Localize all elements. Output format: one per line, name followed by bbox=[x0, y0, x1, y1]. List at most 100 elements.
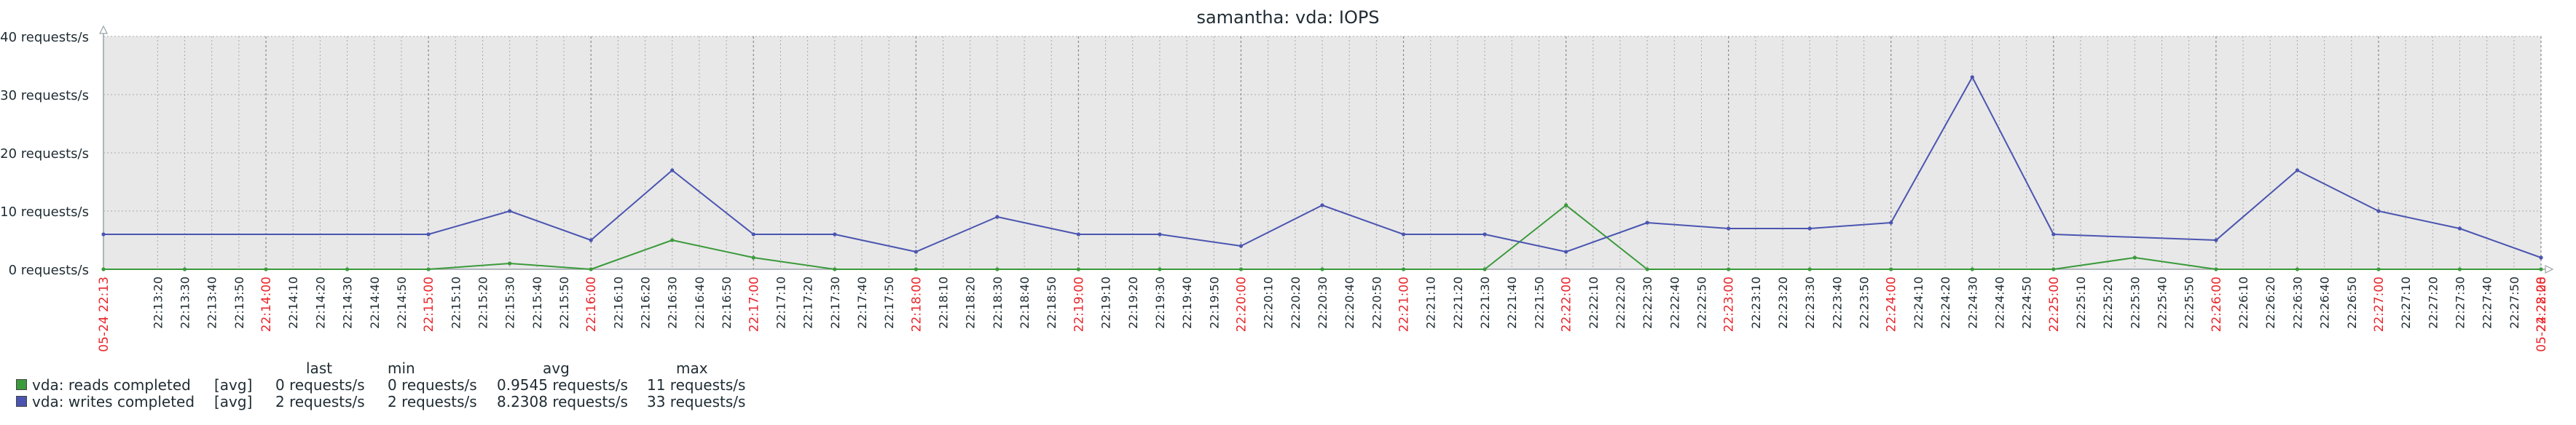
y-tick-label: 20 requests/s bbox=[0, 146, 89, 162]
x-tick-label-minor: 22:24:30 bbox=[1966, 277, 1979, 329]
legend-header-max: max bbox=[676, 360, 708, 377]
data-point-reads bbox=[833, 267, 837, 271]
data-point-writes bbox=[1889, 221, 1893, 225]
y-axis-tick-labels: 0 requests/s 10 requests/s 20 requests/s 30… bbox=[0, 30, 89, 278]
x-tick-label-minor: 22:16:10 bbox=[611, 277, 625, 329]
data-point-writes bbox=[2051, 232, 2056, 237]
x-tick-label-minor: 22:18:20 bbox=[964, 277, 978, 329]
x-tick-label-minor: 22:18:10 bbox=[937, 277, 951, 329]
x-tick-label-minor: 22:26:40 bbox=[2318, 277, 2332, 329]
x-tick-label-major: 22:18:00 bbox=[909, 277, 924, 332]
x-tick-label-minor: 22:26:10 bbox=[2237, 277, 2250, 329]
x-tick-label-minor: 22:16:40 bbox=[693, 277, 707, 329]
x-tick-label-minor: 22:25:50 bbox=[2183, 277, 2196, 329]
legend-avg-writes: 8.2308 requests/s bbox=[497, 393, 628, 410]
x-tick-label-major: 22:19:00 bbox=[1072, 277, 1086, 332]
data-point-reads bbox=[2376, 267, 2381, 271]
x-tick-label-minor: 22:23:30 bbox=[1803, 277, 1817, 329]
data-point-reads bbox=[2457, 267, 2462, 271]
x-tick-label-minor: 22:15:10 bbox=[449, 277, 463, 329]
data-point-reads bbox=[1645, 267, 1649, 271]
x-tick-label-minor: 22:20:30 bbox=[1316, 277, 1330, 329]
data-point-writes bbox=[2539, 255, 2543, 260]
x-tick-label-minor: 22:27:50 bbox=[2508, 277, 2521, 329]
x-tick-label-minor: 22:24:20 bbox=[1939, 277, 1952, 329]
x-tick-label-minor: 22:27:40 bbox=[2481, 277, 2494, 329]
y-tick-label: 40 requests/s bbox=[0, 30, 89, 45]
y-tick-label: 10 requests/s bbox=[0, 204, 89, 220]
x-tick-label-minor: 22:20:20 bbox=[1289, 277, 1303, 329]
x-tick-label-minor: 22:25:20 bbox=[2101, 277, 2115, 329]
data-point-writes bbox=[1807, 226, 1812, 231]
x-tick-label-minor: 22:26:30 bbox=[2290, 277, 2304, 329]
x-tick-label-minor: 22:13:40 bbox=[205, 277, 219, 329]
x-tick-label-minor: 22:21:10 bbox=[1424, 277, 1438, 329]
x-tick-label-minor: 22:23:40 bbox=[1830, 277, 1844, 329]
data-point-reads bbox=[1889, 267, 1893, 271]
x-axis-arrow bbox=[2545, 265, 2554, 274]
x-tick-label-minor: 22:23:50 bbox=[1858, 277, 1872, 329]
x-tick-label-minor: 22:25:10 bbox=[2074, 277, 2088, 329]
x-tick-label-minor: 22:24:50 bbox=[2020, 277, 2034, 329]
x-tick-label-minor: 22:17:20 bbox=[801, 277, 815, 329]
data-point-writes bbox=[751, 232, 755, 237]
x-tick-label-minor: 22:16:30 bbox=[666, 277, 680, 329]
data-point-writes bbox=[1970, 75, 1974, 79]
data-point-reads bbox=[589, 267, 593, 271]
data-point-reads bbox=[264, 267, 268, 271]
x-tick-label-minor: 22:14:50 bbox=[395, 277, 409, 329]
data-point-writes bbox=[2295, 168, 2299, 172]
data-point-reads bbox=[2214, 267, 2218, 271]
x-tick-label-minor: 22:22:20 bbox=[1614, 277, 1627, 329]
x-tick-label-minor: 22:19:10 bbox=[1099, 277, 1113, 329]
data-point-writes bbox=[589, 238, 593, 242]
x-tick-label-minor: 22:15:40 bbox=[530, 277, 544, 329]
data-point-writes bbox=[2457, 226, 2462, 231]
data-point-reads bbox=[345, 267, 350, 271]
data-point-writes bbox=[1645, 221, 1649, 225]
x-tick-label-minor: 22:13:50 bbox=[232, 277, 246, 329]
x-tick-label-minor: 22:22:50 bbox=[1695, 277, 1708, 329]
x-tick-label-minor: 22:20:50 bbox=[1370, 277, 1383, 329]
x-tick-label-major: 22:15:00 bbox=[422, 277, 436, 332]
y-tick-label: 30 requests/s bbox=[0, 88, 89, 103]
x-tick-label-major: 22:25:00 bbox=[2047, 277, 2062, 332]
x-axis-tick-labels: 22:13:20 22:13:30 22:13:40 22:13:50 22:14:10… bbox=[97, 277, 2549, 352]
data-point-reads bbox=[426, 267, 431, 271]
data-point-writes bbox=[1483, 232, 1487, 237]
data-point-reads bbox=[101, 267, 106, 271]
x-tick-label-end: 05-24 22:28 bbox=[2534, 277, 2549, 352]
legend-min-writes: 2 requests/s bbox=[388, 393, 477, 410]
data-point-reads bbox=[751, 255, 755, 260]
legend-swatch-writes bbox=[16, 396, 27, 407]
x-tick-label-major: 22:16:00 bbox=[584, 277, 599, 332]
data-point-writes bbox=[995, 215, 1000, 219]
data-point-reads bbox=[1727, 267, 1731, 271]
x-tick-label-minor: 22:18:50 bbox=[1045, 277, 1059, 329]
x-tick-label-major: 22:27:00 bbox=[2372, 277, 2387, 332]
x-tick-label-major: 22:28:00 bbox=[2534, 277, 2549, 332]
data-point-reads bbox=[1564, 203, 1568, 207]
x-tick-label-minor: 22:13:20 bbox=[151, 277, 165, 329]
x-tick-label-minor: 22:25:30 bbox=[2128, 277, 2142, 329]
data-point-writes bbox=[508, 209, 512, 213]
data-point-reads bbox=[995, 267, 1000, 271]
x-tick-label-minor: 22:14:10 bbox=[286, 277, 300, 329]
data-point-writes bbox=[670, 168, 675, 172]
legend-last-writes: 2 requests/s bbox=[275, 393, 365, 410]
x-tick-label-minor: 22:19:20 bbox=[1126, 277, 1140, 329]
data-point-reads bbox=[1970, 267, 1974, 271]
data-point-writes bbox=[1320, 203, 1324, 207]
data-point-writes bbox=[1158, 232, 1162, 237]
x-tick-label-minor: 22:25:40 bbox=[2156, 277, 2169, 329]
data-point-reads bbox=[1238, 267, 1244, 271]
x-tick-label-major: 22:22:00 bbox=[1560, 277, 1574, 332]
x-tick-label-minor: 22:15:50 bbox=[557, 277, 571, 329]
data-point-writes bbox=[2214, 238, 2218, 242]
data-point-reads bbox=[2132, 255, 2137, 260]
x-tick-label-minor: 22:19:50 bbox=[1207, 277, 1221, 329]
grid-lines bbox=[103, 36, 2542, 269]
chart-title: samantha: vda: IOPS bbox=[1196, 7, 1379, 28]
legend-avg-reads: 0.9545 requests/s bbox=[497, 376, 628, 394]
